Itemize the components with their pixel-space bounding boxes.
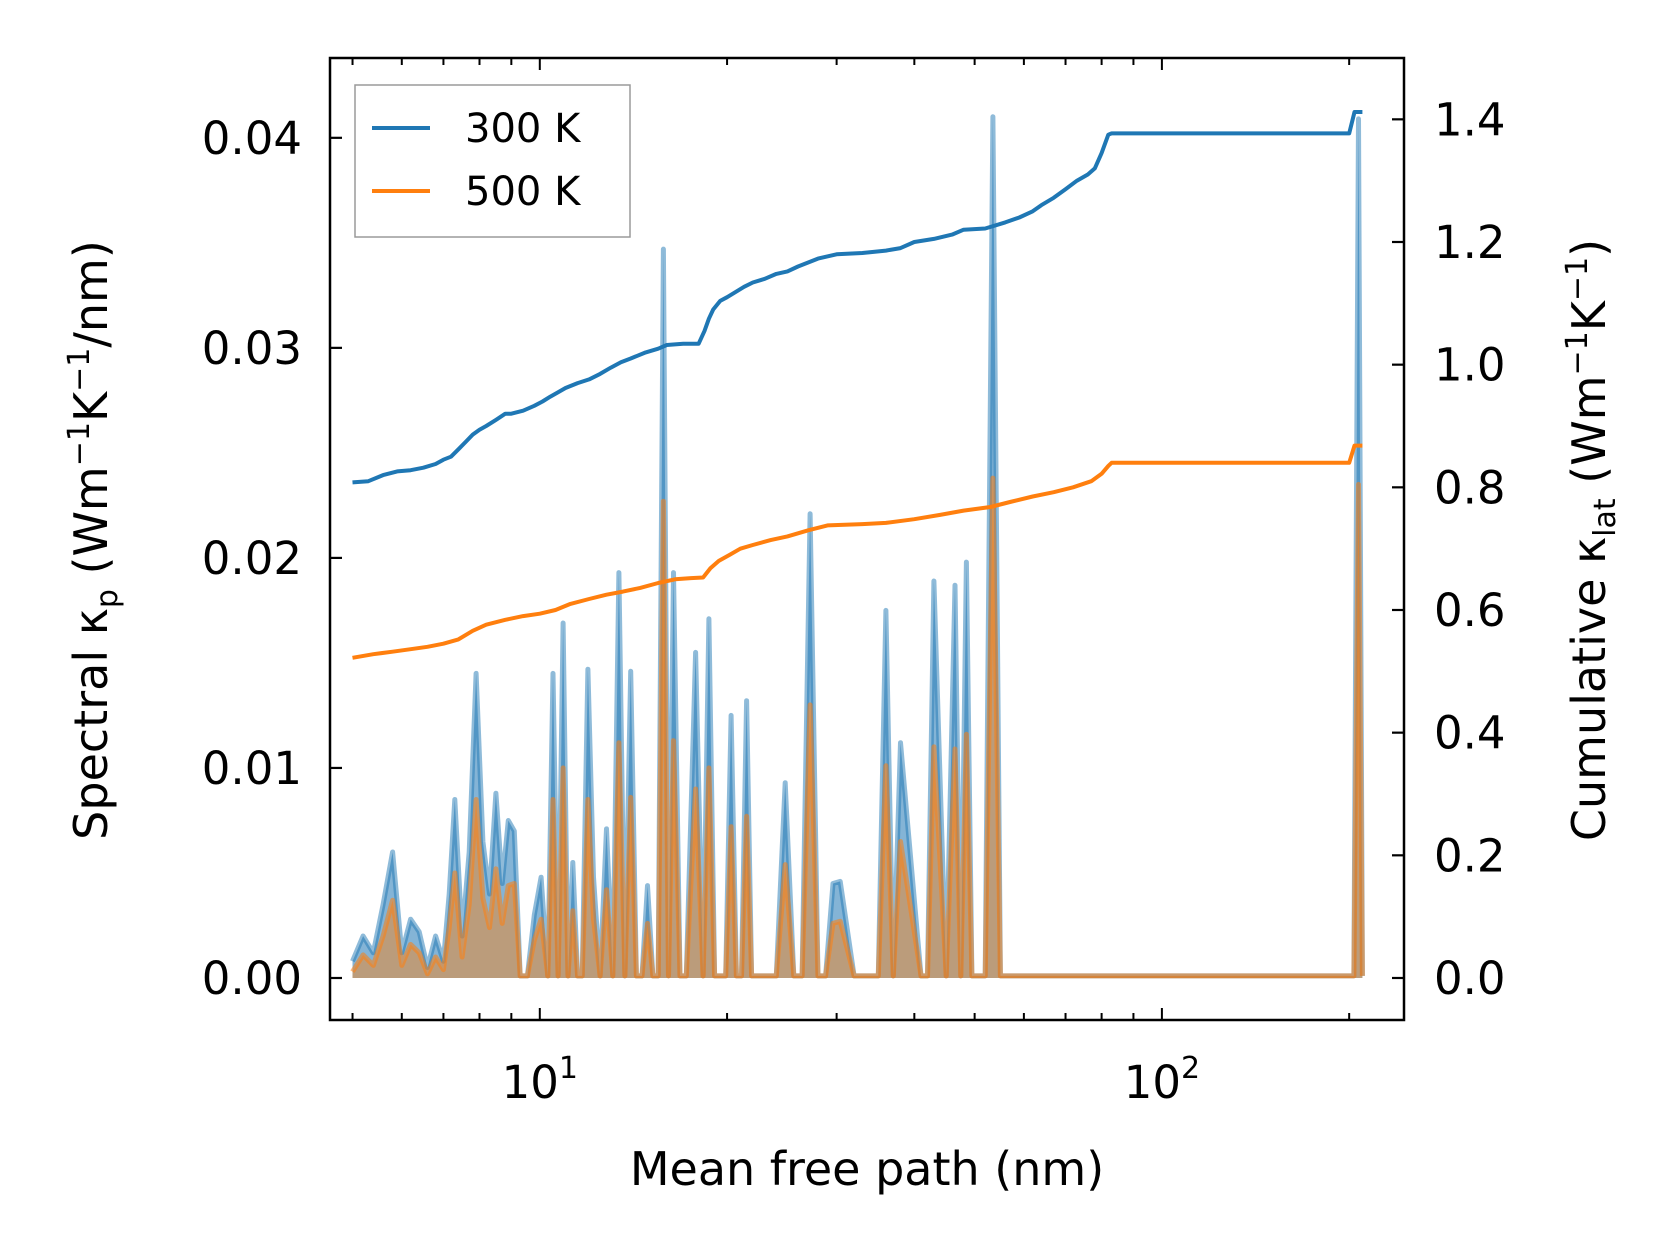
cumulative-line-500k [352, 443, 1363, 660]
spectral-layer [350, 114, 1365, 979]
legend: 300 K 500 K [354, 84, 631, 238]
y-left-tick-label: 0.04 [202, 112, 302, 165]
y-axis-label-right: Cumulative κlat (Wm−1K−1) [1560, 239, 1623, 841]
legend-label-500k: 500 K [465, 169, 582, 215]
plot-frame [328, 56, 1406, 1022]
y-right-tick-label: 1.4 [1434, 93, 1506, 146]
y-right-tick-label: 0.0 [1434, 952, 1506, 1005]
tick-layer: 0.00 0.01 0.02 0.03 0.04 0.0 0.2 0.4 0.6 0.8 1.0 1.… [202, 58, 1506, 1109]
y-right-tick-label: 0.4 [1434, 707, 1506, 760]
y-left-tick-label: 0.00 [202, 952, 302, 1005]
y-left-tick-label: 0.02 [202, 532, 302, 585]
y-right-tick-label: 1.2 [1434, 216, 1506, 269]
x-axis-label: Mean free path (nm) [630, 1142, 1104, 1196]
y-right-tick-label: 0.8 [1434, 461, 1506, 514]
y-right-tick-label: 1.0 [1434, 339, 1506, 392]
spectral-line-500k [350, 475, 1365, 979]
spectral-area-500k [352, 478, 1363, 978]
y-left-tick-label: 0.01 [202, 742, 302, 795]
x-tick-label: 102 [1124, 1051, 1200, 1109]
y-right-tick-label: 0.2 [1434, 829, 1506, 882]
y-left-tick-label: 0.03 [202, 322, 302, 375]
y-axis-label-left: Spectral κp (Wm−1K−1/nm) [62, 240, 125, 840]
legend-box [354, 84, 631, 238]
legend-label-300k: 300 K [465, 106, 582, 152]
x-tick-label: 101 [502, 1051, 578, 1109]
y-right-tick-label: 0.6 [1434, 584, 1506, 637]
cumulative-line-300k [352, 110, 1363, 485]
cumulative-layer [352, 110, 1363, 660]
